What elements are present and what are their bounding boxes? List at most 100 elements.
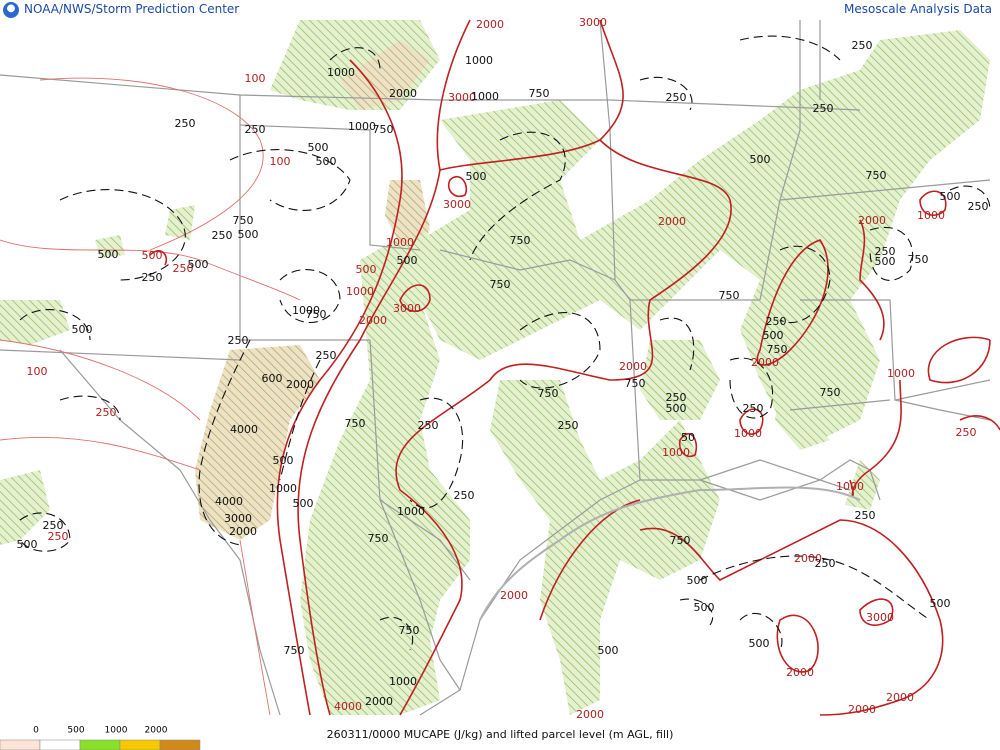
- lpl-label: 750: [373, 123, 394, 136]
- lpl-label: 250: [815, 557, 836, 570]
- mucape-label: 250: [956, 426, 977, 439]
- legend-tick-label: 500: [67, 726, 84, 736]
- legend-swatch: [39, 739, 81, 750]
- lpl-label: 250: [666, 91, 687, 104]
- mucape-label: 2000: [576, 708, 604, 721]
- footer-caption: 260311/0000 MUCAPE (J/kg) and lifted par…: [326, 728, 674, 741]
- lpl-label: 500: [188, 258, 209, 271]
- mucape-label: 3000: [866, 611, 894, 624]
- header: NOAA/NWS/Storm Prediction Center Mesosca…: [0, 0, 1000, 20]
- lpl-label: 750: [719, 289, 740, 302]
- lpl-label: 1000: [465, 54, 493, 67]
- lpl-label: 250: [175, 117, 196, 130]
- mucape-label: 100: [270, 155, 291, 168]
- lpl-label: 250: [142, 271, 163, 284]
- mucape-label: 1000: [734, 427, 762, 440]
- lpl-label: 750: [399, 624, 420, 637]
- lpl-label: 250: [245, 123, 266, 136]
- lpl-label: 500: [308, 141, 329, 154]
- lpl-label: 750: [490, 278, 511, 291]
- lpl-label: 500: [750, 153, 771, 166]
- lpl-label: 1000: [348, 120, 376, 133]
- header-left: NOAA/NWS/Storm Prediction Center: [24, 2, 240, 16]
- mucape-label: 3000: [393, 302, 421, 315]
- lpl-label: 750: [866, 169, 887, 182]
- mucape-thin: [0, 77, 301, 716]
- mucape-label: 1000: [887, 367, 915, 380]
- mucape-label: 250: [96, 406, 117, 419]
- lpl-label: 250: [766, 315, 787, 328]
- lpl-label: 500: [17, 538, 38, 551]
- mucape-label: 2000: [751, 356, 779, 369]
- lpl-label: 500: [598, 644, 619, 657]
- lpl-label: 500: [293, 497, 314, 510]
- lpl-label: 250: [454, 489, 475, 502]
- lpl-label: 500: [875, 255, 896, 268]
- mucape-label: 1000: [662, 446, 690, 459]
- lpl-label: 600: [262, 372, 283, 385]
- legend-swatch: [0, 739, 41, 750]
- lpl-label: 250: [813, 102, 834, 115]
- lpl-label: 250: [968, 200, 989, 213]
- lpl-label: 500: [316, 155, 337, 168]
- mucape-label: 2000: [794, 552, 822, 565]
- mucape-label: 4000: [334, 700, 362, 713]
- mucape-label: 3000: [579, 16, 607, 29]
- mucape-label: 2000: [500, 589, 528, 602]
- mucape-label: 100: [27, 365, 48, 378]
- lpl-label: 3000: [224, 512, 252, 525]
- lpl-label: 1000: [269, 482, 297, 495]
- noaa-logo: [3, 2, 19, 18]
- lpl-label: 500: [694, 601, 715, 614]
- mucape-contours: [149, 19, 1000, 716]
- lpl-label: 4000: [230, 423, 258, 436]
- lpl-label: 250: [43, 519, 64, 532]
- lpl-label: 50: [681, 431, 695, 444]
- lpl-label: 2000: [229, 525, 257, 538]
- lpl-label: 500: [466, 170, 487, 183]
- lpl-label: 750: [908, 253, 929, 266]
- lpl-label: 250: [316, 349, 337, 362]
- lpl-label: 750: [306, 308, 327, 321]
- mucape-label: 2000: [886, 691, 914, 704]
- mucape-label: 100: [245, 72, 266, 85]
- lpl-label: 500: [72, 323, 93, 336]
- lpl-label: 2000: [286, 378, 314, 391]
- lpl-label: 750: [529, 87, 550, 100]
- lpl-label: 750: [368, 532, 389, 545]
- lpl-label: 500: [749, 637, 770, 650]
- mucape-label: 500: [142, 249, 163, 262]
- mucape-label: 2000: [786, 666, 814, 679]
- mucape-label: 2000: [359, 314, 387, 327]
- lpl-label: 500: [238, 228, 259, 241]
- lpl-label: 4000: [215, 495, 243, 508]
- mucape-label: 1000: [386, 236, 414, 249]
- mucape-label: 250: [173, 262, 194, 275]
- lpl-label: 500: [687, 574, 708, 587]
- lpl-label: 1000: [397, 505, 425, 518]
- lpl-label: 1000: [292, 304, 320, 317]
- lpl-label: 500: [940, 190, 961, 203]
- lpl-label: 500: [666, 402, 687, 415]
- mucape-label: 250: [48, 530, 69, 543]
- lpl-label: 250: [418, 419, 439, 432]
- legend-tick-label: 2000: [145, 726, 168, 736]
- lpl-fill-high: [195, 40, 430, 540]
- lpl-label: 750: [670, 534, 691, 547]
- mucape-label: 3000: [448, 91, 476, 104]
- lpl-label: 250: [228, 334, 249, 347]
- mucape-label: 2000: [858, 214, 886, 227]
- mucape-label: 1000: [836, 480, 864, 493]
- lpl-label: 500: [397, 254, 418, 267]
- lpl-label: 250: [212, 229, 233, 242]
- lpl-label: 250: [558, 419, 579, 432]
- legend: 0 500 1000 2000: [0, 726, 201, 750]
- header-right: Mesoscale Analysis Data: [844, 2, 992, 16]
- mucape-label: 2000: [848, 703, 876, 716]
- mucape-label: 2000: [476, 18, 504, 31]
- lpl-label: 750: [767, 343, 788, 356]
- lpl-label: 750: [538, 387, 559, 400]
